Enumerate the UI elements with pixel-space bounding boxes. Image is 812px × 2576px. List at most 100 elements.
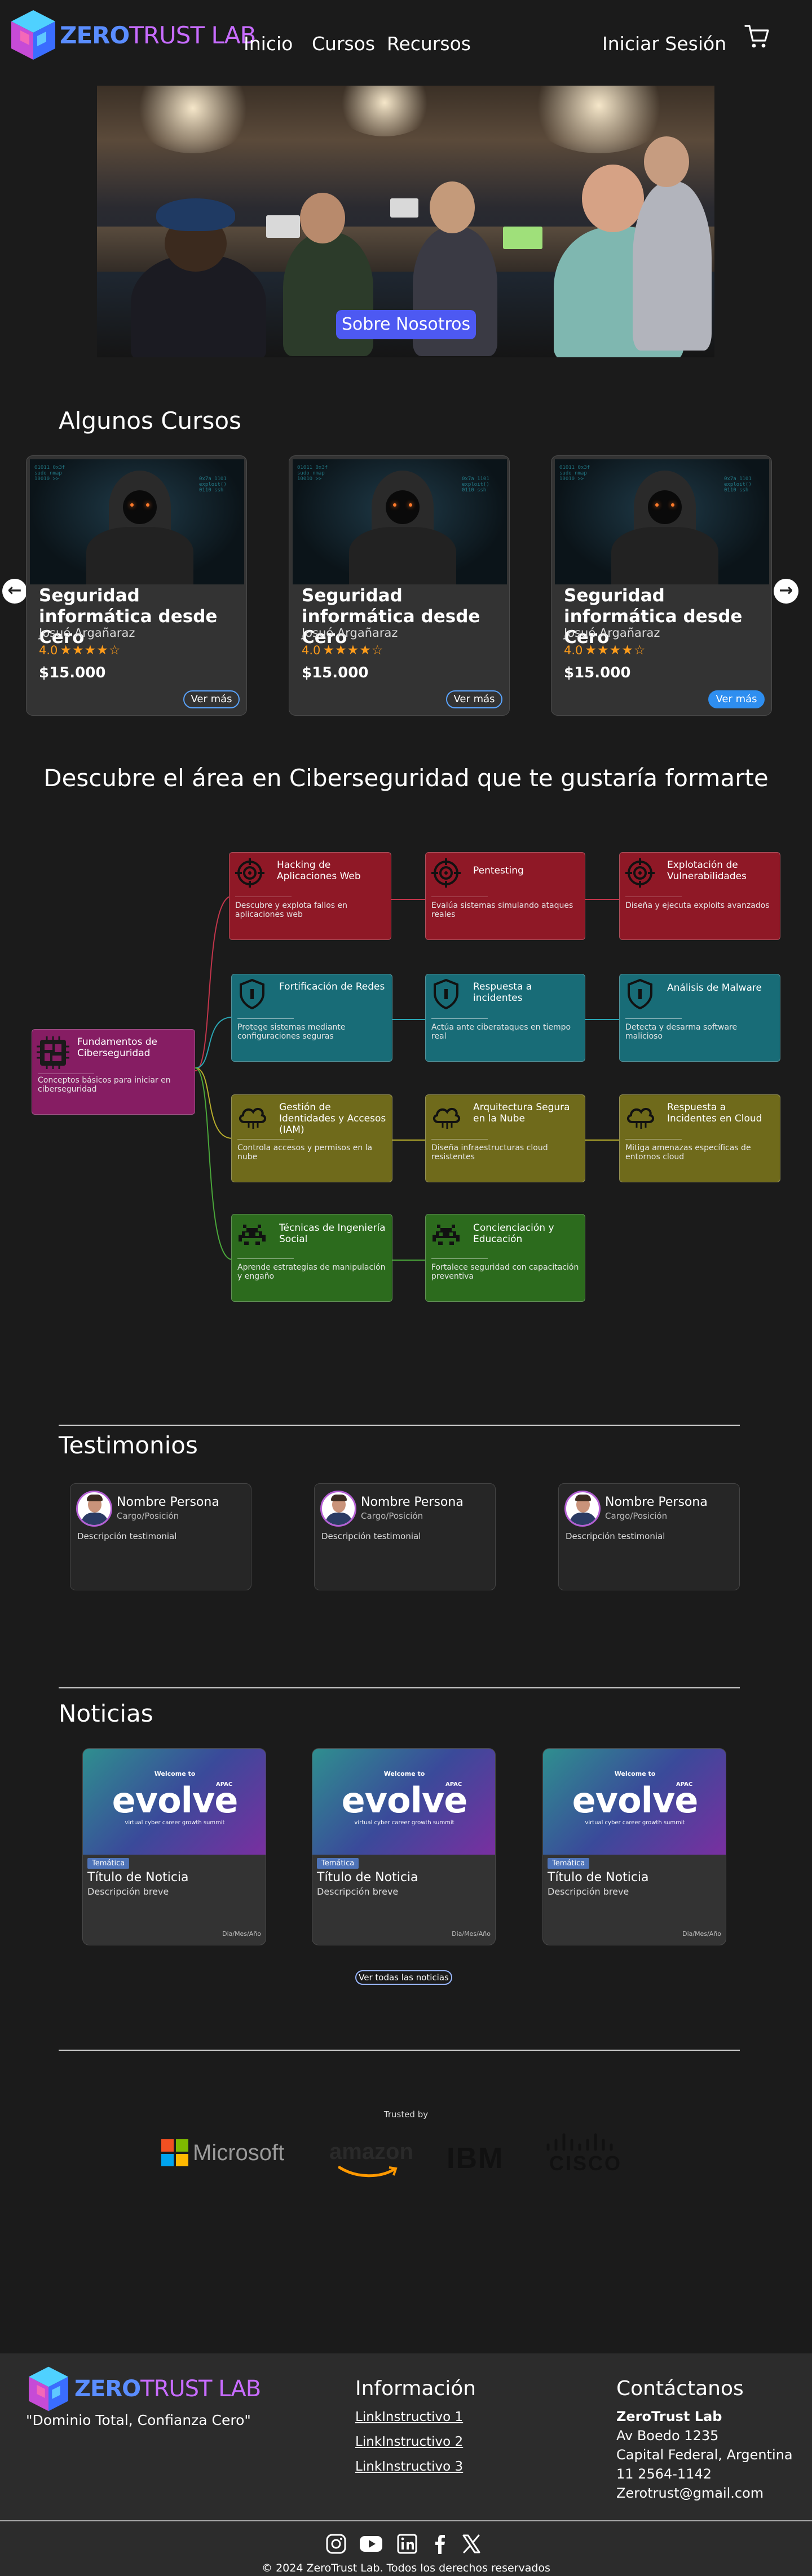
star-rating-icon: ★★★★☆ [323, 643, 384, 658]
footer-logo-trust: TRUST LAB [140, 2376, 261, 2402]
cisco-wordmark: CISCO [549, 2152, 623, 2175]
crosshair-icon [431, 858, 461, 888]
roadmap-node-title: Explotación de Vulnerabilidades [667, 859, 747, 882]
footer-slogan: "Dominio Total, Confianza Cero" [26, 2412, 251, 2428]
contact-city: Capital Federal, Argentina [616, 2447, 793, 2463]
contact-email[interactable]: Zerotrust@gmail.com [616, 2485, 764, 2501]
cube-logo-icon [11, 10, 55, 60]
news-desc: Descripción breve [548, 1886, 629, 1897]
cube-logo-icon [29, 2366, 68, 2411]
youtube-icon[interactable] [359, 2533, 383, 2555]
roadmap-node[interactable]: Hacking de Aplicaciones Web Descubre y e… [229, 852, 391, 940]
x-icon[interactable] [460, 2533, 483, 2555]
rating-value: 4.0 [564, 644, 583, 657]
nav-link-inicio[interactable]: Inicio [244, 33, 293, 55]
footer-link[interactable]: LinkInstructivo 3 [355, 2459, 464, 2474]
instagram-icon[interactable] [325, 2533, 347, 2555]
cloud-icon [627, 1107, 654, 1129]
news-card[interactable]: Welcome to evolve APAC virtual cyber car… [312, 1748, 496, 1945]
footer-link[interactable]: LinkInstructivo 1 [355, 2410, 464, 2424]
star-rating-icon: ★★★★☆ [585, 643, 646, 658]
section-divider [59, 1687, 740, 1688]
amazon-smile-icon [338, 2166, 398, 2178]
login-link[interactable]: Iniciar Sesión [602, 33, 727, 55]
roadmap-root-node[interactable]: Fundamentos de Ciberseguridad Conceptos … [32, 1029, 195, 1115]
footer-link[interactable]: LinkInstructivo 2 [355, 2435, 464, 2449]
course-price: $15.000 [302, 664, 369, 681]
course-rating: 4.0 ★★★★☆ [302, 643, 384, 658]
footer-contact-title: Contáctanos [616, 2377, 744, 2400]
cisco-logo: CISCO [545, 2130, 624, 2175]
news-banner-apac: APAC [676, 1781, 693, 1788]
course-rating: 4.0 ★★★★☆ [39, 643, 121, 658]
roadmap-node[interactable]: Gestión de Identidades y Accesos (IAM) C… [231, 1094, 392, 1182]
roadmap-node-title: Respuesta a incidentes [473, 981, 532, 1004]
roadmap-node[interactable]: Arquitectura Segura en la Nube Diseña in… [425, 1094, 585, 1182]
news-image: Welcome to evolve APAC virtual cyber car… [83, 1749, 266, 1855]
news-image: Welcome to evolve APAC virtual cyber car… [543, 1749, 726, 1855]
news-banner-evolve: evolve [572, 1780, 699, 1821]
linkedin-icon[interactable] [396, 2533, 418, 2555]
testimonials-section-title: Testimonios [59, 1431, 198, 1459]
cisco-bars-icon [546, 2133, 613, 2151]
rating-value: 4.0 [39, 644, 58, 657]
course-more-button[interactable]: Ver más [446, 690, 502, 708]
course-more-button[interactable]: Ver más [708, 690, 765, 708]
news-banner-evolve: evolve [341, 1780, 468, 1821]
roadmap-node[interactable]: Respuesta a Incidentes en Cloud Mitiga a… [619, 1094, 780, 1182]
roadmap-node[interactable]: Pentesting Evalúa sistemas simulando ata… [425, 852, 585, 940]
crosshair-icon [625, 858, 655, 888]
nav-link-recursos[interactable]: Recursos [387, 33, 471, 55]
testimonial-role: Cargo/Posición [605, 1511, 668, 1521]
course-rating: 4.0 ★★★★☆ [564, 643, 646, 658]
facebook-icon[interactable] [429, 2533, 451, 2555]
roadmap-node-desc: Controla accesos y permisos en la nube [237, 1143, 373, 1161]
cloud-icon [239, 1107, 266, 1129]
footer-logo[interactable]: ZEROTRUST LAB [26, 2365, 261, 2413]
news-date: Dia/Mes/Año [452, 1930, 491, 1937]
course-card[interactable]: 01011 0x3f sudo nmap 10010 >> 0x7a 1101 exp… [551, 455, 772, 716]
news-card[interactable]: Welcome to evolve APAC virtual cyber car… [82, 1748, 266, 1945]
news-desc: Descripción breve [317, 1886, 399, 1897]
roadmap-node[interactable]: Análisis de Malware Detecta y desarma so… [619, 974, 780, 1062]
roadmap-node[interactable]: Respuesta a incidentes Actúa ante cibera… [425, 974, 585, 1062]
all-news-button[interactable]: Ver todas las noticias [355, 1970, 452, 1985]
news-tag: Temática [548, 1858, 590, 1869]
news-banner-apac: APAC [216, 1781, 233, 1788]
roadmap-node-desc: Aprende estrategias de manipulación y en… [237, 1263, 386, 1281]
carousel-next-button[interactable]: → [774, 579, 798, 604]
course-price: $15.000 [564, 664, 631, 681]
site-logo[interactable]: ZEROTRUST LAB [9, 8, 256, 62]
roadmap-node[interactable]: Explotación de Vulnerabilidades Diseña y… [619, 852, 780, 940]
roadmap-node[interactable]: Concienciación y Educación Fortalece seg… [425, 1214, 585, 1302]
course-more-button[interactable]: Ver más [183, 690, 240, 708]
course-price: $15.000 [39, 664, 106, 681]
roadmap-node-desc: Descubre y explota fallos en aplicacione… [235, 901, 347, 919]
news-card[interactable]: Welcome to evolve APAC virtual cyber car… [542, 1748, 726, 1945]
nav-link-cursos[interactable]: Cursos [312, 33, 376, 55]
about-us-button[interactable]: Sobre Nosotros [336, 310, 476, 339]
news-banner-welcome: Welcome to [614, 1770, 656, 1777]
course-card[interactable]: 01011 0x3f sudo nmap 10010 >> 0x7a 1101 exp… [289, 455, 510, 716]
testimonial-name: Nombre Persona [117, 1495, 219, 1509]
roadmap-node[interactable]: Técnicas de Ingeniería Social Aprende es… [231, 1214, 392, 1302]
roadmap-node[interactable]: Fortificación de Redes Protege sistemas … [231, 974, 392, 1062]
course-author: Josué Argañaraz [564, 626, 660, 640]
logo-zero-text: ZERO [60, 21, 130, 49]
course-card[interactable]: 01011 0x3f sudo nmap 10010 >> 0x7a 1101 exp… [26, 455, 247, 716]
copyright-text: © 2024 ZeroTrust Lab. Todos los derechos… [262, 2562, 550, 2574]
roadmap-node-desc: Evalúa sistemas simulando ataques reales [431, 901, 573, 919]
cart-icon[interactable] [743, 23, 770, 50]
roadmap-node-title: Análisis de Malware [667, 982, 762, 994]
cloud-icon [433, 1107, 460, 1129]
testimonial-name: Nombre Persona [605, 1495, 708, 1509]
carousel-prev-button[interactable]: ← [2, 579, 27, 604]
news-desc: Descripción breve [87, 1886, 169, 1897]
ibm-logo: IBM [447, 2142, 504, 2175]
news-banner-subtitle: virtual cyber career growth summit [125, 1820, 225, 1826]
course-title: Seguridad informática desde Cero [302, 586, 480, 648]
contact-phone: 11 2564-1142 [616, 2466, 712, 2482]
course-image: 01011 0x3f sudo nmap 10010 >> 0x7a 1101 exp… [293, 459, 507, 584]
testimonial-text: Descripción testimonial [566, 1531, 665, 1541]
roadmap-connector [195, 896, 233, 1260]
